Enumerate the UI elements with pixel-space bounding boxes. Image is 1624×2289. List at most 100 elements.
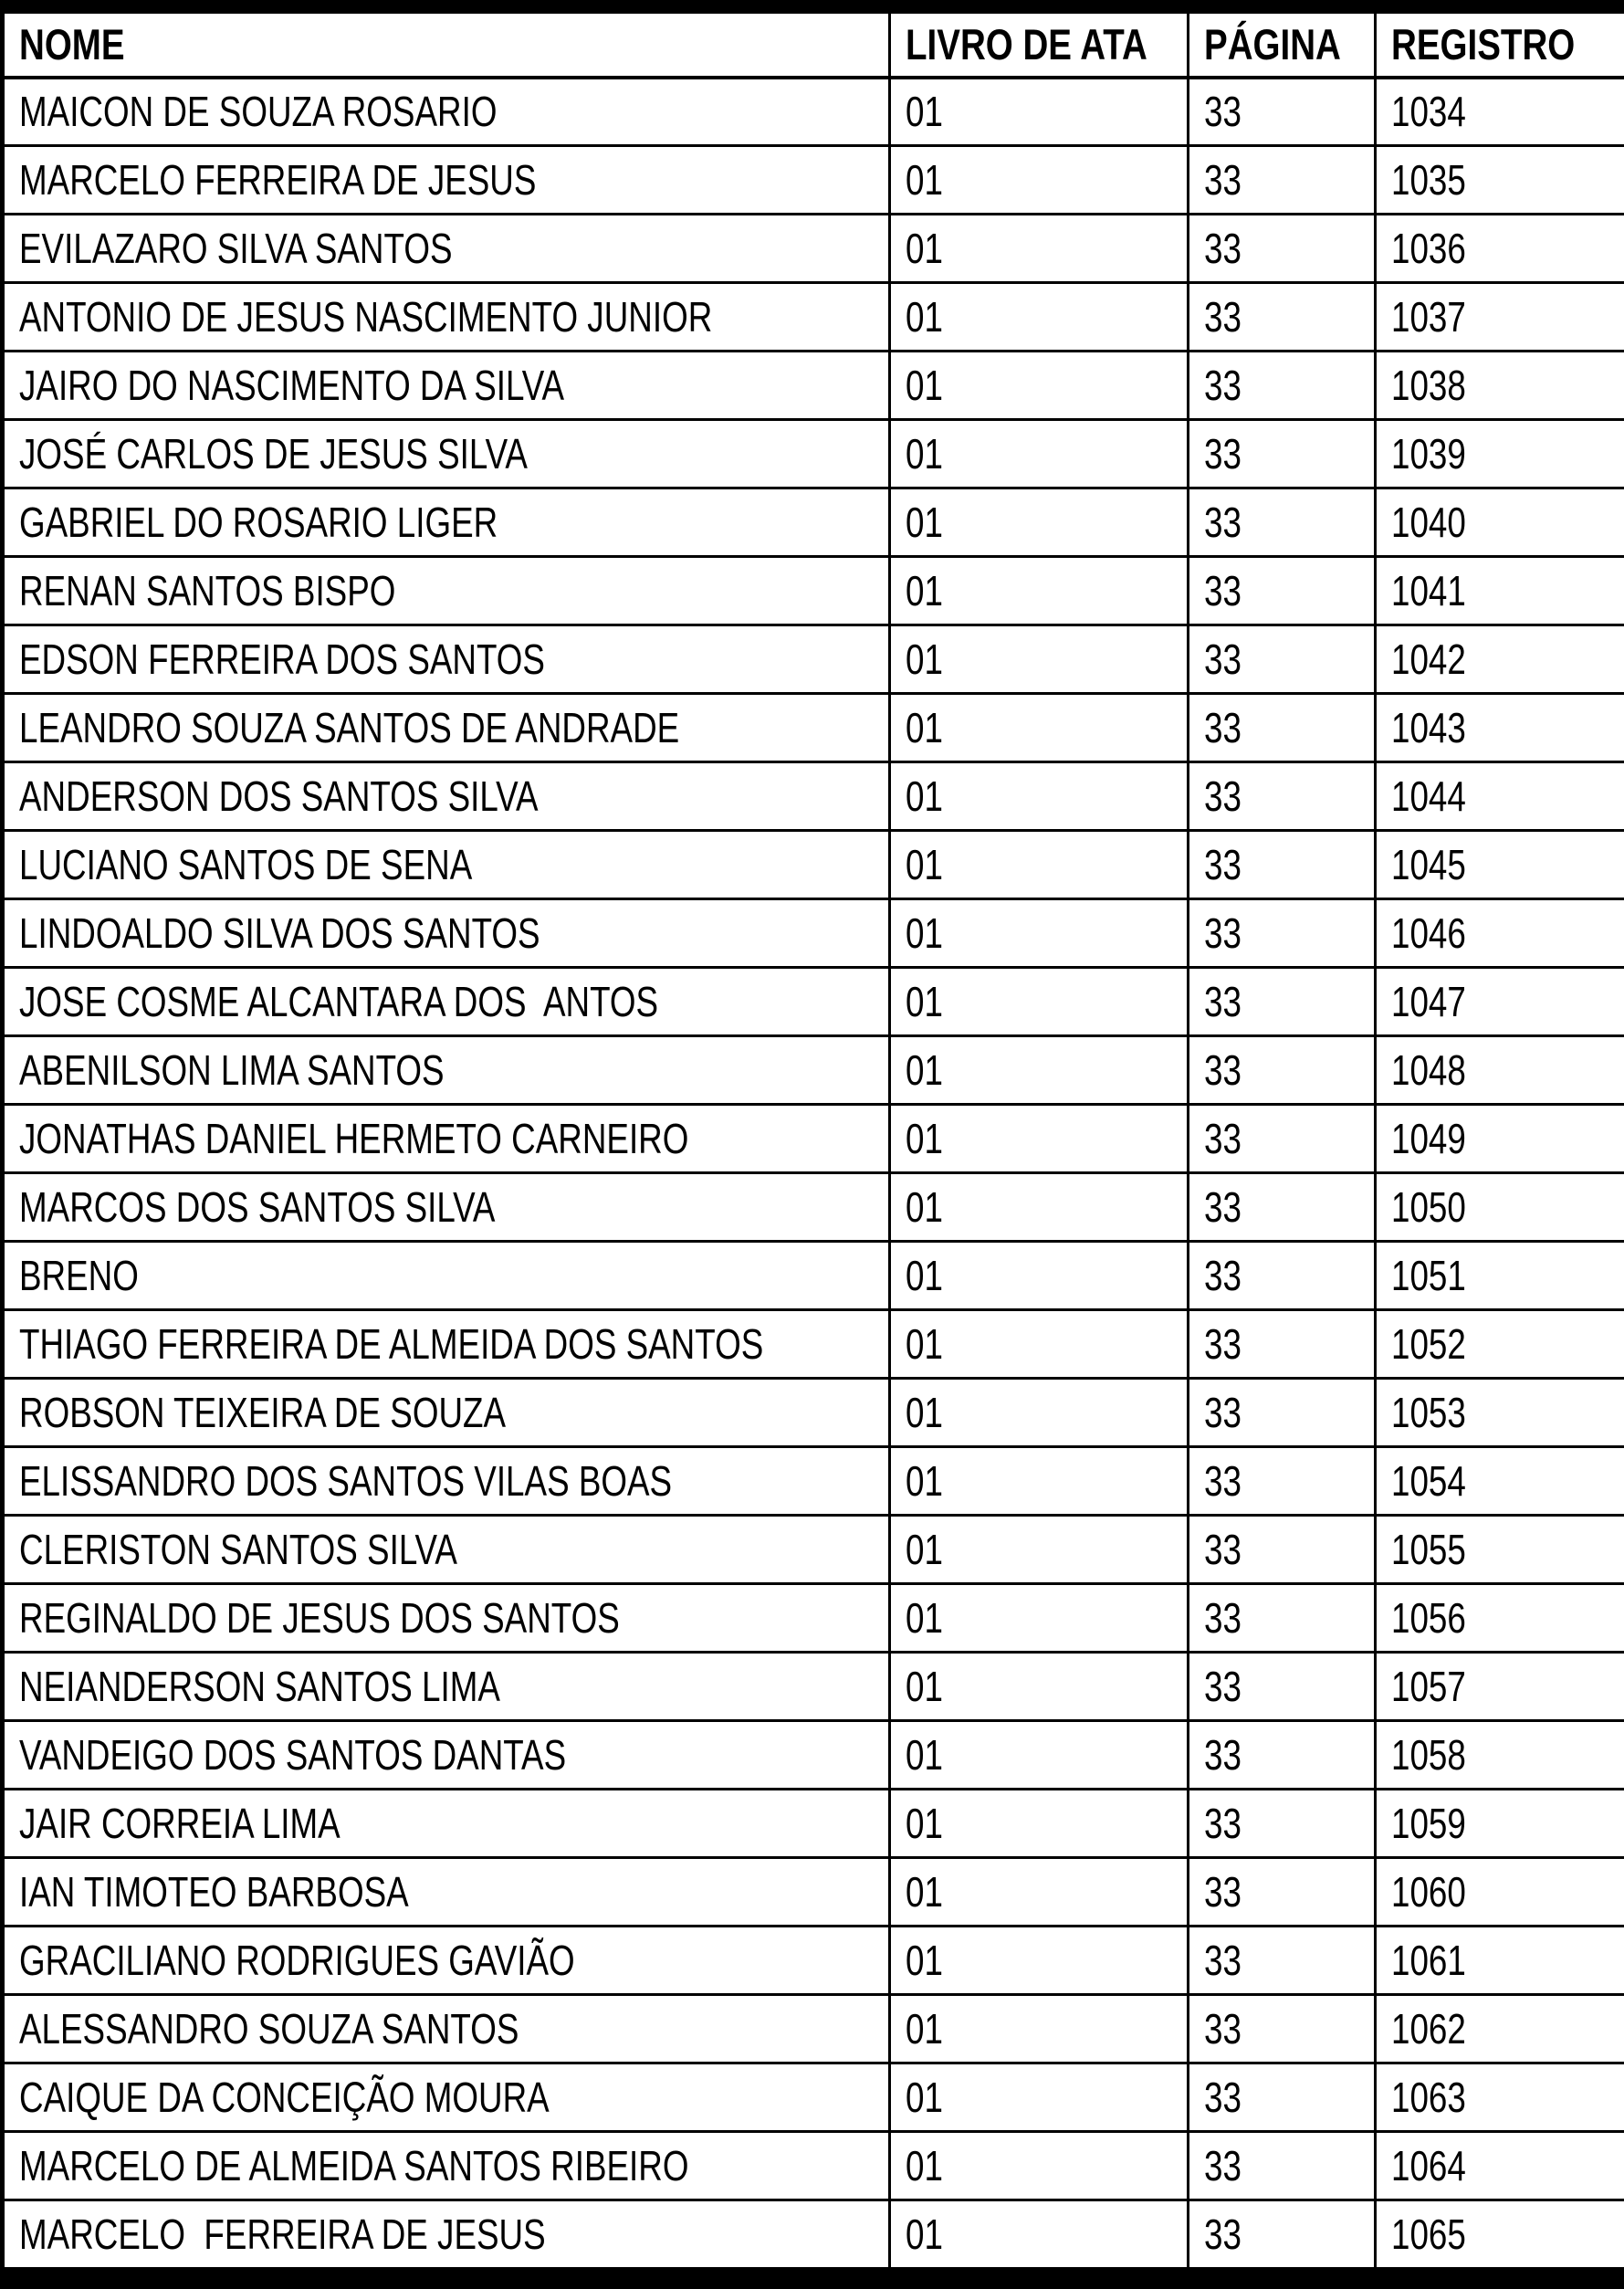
cell-nome: JONATHAS DANIEL HERMETO CARNEIRO <box>1 1103 891 1174</box>
cell-nome-text: GABRIEL DO ROSARIO LIGER <box>19 499 498 546</box>
table-row: LINDOALDO SILVA DOS SANTOS 01 33 1046 <box>1 898 1624 969</box>
cell-livro-de-ata: 01 <box>888 692 1189 763</box>
cell-registro: 1063 <box>1374 2062 1624 2133</box>
cell-livro-de-ata-text: 01 <box>906 704 943 751</box>
cell-nome-text: RENAN SANTOS BISPO <box>19 567 396 614</box>
table-row: LUCIANO SANTOS DE SENA 01 33 1045 <box>1 829 1624 900</box>
table-row: EDSON FERREIRA DOS SANTOS 01 33 1042 <box>1 624 1624 695</box>
cell-pagina: 33 <box>1187 350 1377 421</box>
cell-livro-de-ata: 01 <box>888 350 1189 421</box>
cell-nome: CLERISTON SANTOS SILVA <box>1 1514 891 1585</box>
cell-pagina: 33 <box>1187 1171 1377 1243</box>
cell-pagina-text: 33 <box>1204 225 1242 272</box>
cell-livro-de-ata-text: 01 <box>906 1594 943 1642</box>
cell-pagina-text: 33 <box>1204 499 1242 546</box>
cell-registro: 1042 <box>1374 624 1624 695</box>
cell-nome: LEANDRO SOUZA SANTOS DE ANDRADE <box>1 692 891 763</box>
cell-registro-text: 1036 <box>1391 225 1466 272</box>
cell-livro-de-ata: 01 <box>888 1103 1189 1174</box>
cell-livro-de-ata: 01 <box>888 76 1189 147</box>
cell-pagina: 33 <box>1187 1651 1377 1722</box>
cell-pagina: 33 <box>1187 2199 1377 2270</box>
cell-registro-text: 1043 <box>1391 704 1466 751</box>
cell-registro-text: 1062 <box>1391 2005 1466 2053</box>
cell-pagina: 33 <box>1187 1582 1377 1654</box>
cell-registro: 1041 <box>1374 555 1624 626</box>
cell-nome-text: LEANDRO SOUZA SANTOS DE ANDRADE <box>19 704 680 751</box>
cell-pagina: 33 <box>1187 829 1377 900</box>
cell-pagina: 33 <box>1187 1514 1377 1585</box>
cell-pagina: 33 <box>1187 487 1377 558</box>
cell-livro-de-ata: 01 <box>888 1377 1189 1448</box>
cell-nome-text: ANTONIO DE JESUS NASCIMENTO JUNIOR <box>19 293 713 341</box>
cell-pagina: 33 <box>1187 1719 1377 1790</box>
cell-livro-de-ata-text: 01 <box>906 2142 943 2189</box>
cell-livro-de-ata: 01 <box>888 624 1189 695</box>
header-row: NOME LIVRO DE ATA PÁGINA REGISTRO <box>1 11 1624 79</box>
cell-pagina: 33 <box>1187 1925 1377 1996</box>
cell-nome-text: MARCELO FERREIRA DE JESUS <box>19 2210 546 2258</box>
cell-registro-text: 1060 <box>1391 1868 1466 1916</box>
column-header-registro: REGISTRO <box>1374 11 1624 79</box>
cell-livro-de-ata-text: 01 <box>906 1937 943 1984</box>
cell-registro: 1044 <box>1374 761 1624 832</box>
cell-livro-de-ata: 01 <box>888 1925 1189 1996</box>
cell-registro: 1060 <box>1374 1856 1624 1927</box>
cell-livro-de-ata: 01 <box>888 829 1189 900</box>
column-header-pagina-label: PÁGINA <box>1204 20 1341 69</box>
cell-nome: MAICON DE SOUZA ROSARIO <box>1 76 891 147</box>
cell-pagina: 33 <box>1187 692 1377 763</box>
cell-registro: 1056 <box>1374 1582 1624 1654</box>
cell-pagina-text: 33 <box>1204 1389 1242 1436</box>
cell-pagina-text: 33 <box>1204 978 1242 1025</box>
cell-registro: 1065 <box>1374 2199 1624 2270</box>
cell-livro-de-ata: 01 <box>888 2130 1189 2201</box>
cell-registro: 1053 <box>1374 1377 1624 1448</box>
cell-registro-text: 1037 <box>1391 293 1466 341</box>
cell-nome: ROBSON TEIXEIRA DE SOUZA <box>1 1377 891 1448</box>
cell-pagina-text: 33 <box>1204 567 1242 614</box>
cell-registro-text: 1057 <box>1391 1663 1466 1710</box>
cell-registro: 1049 <box>1374 1103 1624 1174</box>
table-row: CLERISTON SANTOS SILVA 01 33 1055 <box>1 1514 1624 1585</box>
cell-pagina-text: 33 <box>1204 2210 1242 2258</box>
column-header-nome-label: NOME <box>19 20 125 69</box>
cell-pagina-text: 33 <box>1204 2005 1242 2053</box>
table-row: ROBSON TEIXEIRA DE SOUZA 01 33 1053 <box>1 1377 1624 1448</box>
cell-nome: MARCELO FERREIRA DE JESUS <box>1 2199 891 2270</box>
cell-nome-text: MAICON DE SOUZA ROSARIO <box>19 88 498 136</box>
table-row: MAICON DE SOUZA ROSARIO 01 33 1034 <box>1 76 1624 147</box>
cell-livro-de-ata: 01 <box>888 1582 1189 1654</box>
cell-registro: 1040 <box>1374 487 1624 558</box>
cell-pagina-text: 33 <box>1204 2074 1242 2121</box>
cell-livro-de-ata-text: 01 <box>906 1868 943 1916</box>
cell-pagina: 33 <box>1187 1308 1377 1380</box>
table-row: MARCOS DOS SANTOS SILVA 01 33 1050 <box>1 1171 1624 1243</box>
cell-registro-text: 1039 <box>1391 430 1466 478</box>
cell-nome-text: ANDERSON DOS SANTOS SILVA <box>19 772 539 820</box>
cell-pagina-text: 33 <box>1204 293 1242 341</box>
cell-livro-de-ata-text: 01 <box>906 362 943 409</box>
column-header-registro-label: REGISTRO <box>1391 20 1576 69</box>
cell-livro-de-ata: 01 <box>888 761 1189 832</box>
cell-registro-text: 1046 <box>1391 909 1466 957</box>
cell-pagina: 33 <box>1187 213 1377 284</box>
cell-registro: 1051 <box>1374 1240 1624 1311</box>
cell-registro-text: 1050 <box>1391 1183 1466 1231</box>
table-row: BRENO 01 33 1051 <box>1 1240 1624 1311</box>
cell-registro-text: 1047 <box>1391 978 1466 1025</box>
cell-registro-text: 1056 <box>1391 1594 1466 1642</box>
cell-registro-text: 1059 <box>1391 1800 1466 1847</box>
cell-livro-de-ata: 01 <box>888 1856 1189 1927</box>
table-row: REGINALDO DE JESUS DOS SANTOS 01 33 1056 <box>1 1582 1624 1654</box>
table-row: ELISSANDRO DOS SANTOS VILAS BOAS 01 33 1… <box>1 1445 1624 1517</box>
table-row: NEIANDERSON SANTOS LIMA 01 33 1057 <box>1 1651 1624 1722</box>
cell-livro-de-ata: 01 <box>888 144 1189 215</box>
cell-livro-de-ata-text: 01 <box>906 1115 943 1162</box>
cell-pagina-text: 33 <box>1204 430 1242 478</box>
table-row: ANTONIO DE JESUS NASCIMENTO JUNIOR 01 33… <box>1 281 1624 352</box>
table-row: MARCELO DE ALMEIDA SANTOS RIBEIRO 01 33 … <box>1 2130 1624 2201</box>
cell-livro-de-ata: 01 <box>888 2062 1189 2133</box>
cell-livro-de-ata-text: 01 <box>906 2210 943 2258</box>
